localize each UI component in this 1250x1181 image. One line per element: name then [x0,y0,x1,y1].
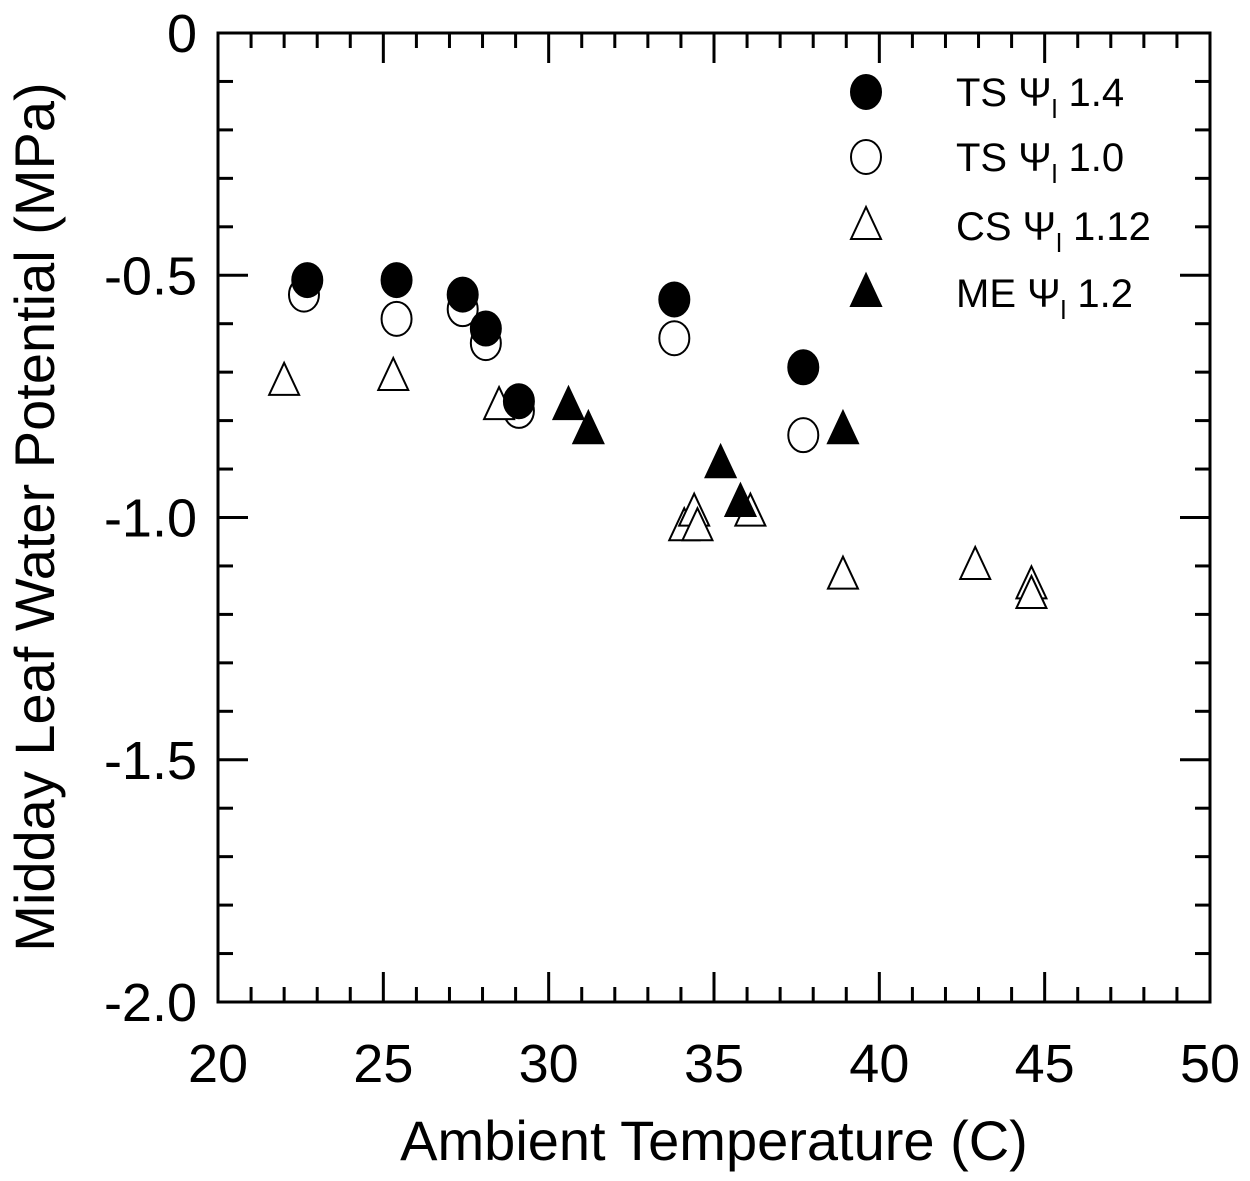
data-point [658,320,691,357]
data-point [502,383,535,420]
data-point [958,544,992,580]
data-point [380,262,413,299]
x-tick-label: 45 [1015,1034,1075,1094]
data-point [658,281,691,318]
legend-label: TS Ψl 1.0 [956,136,1124,189]
y-tick-label: 0 [167,4,197,64]
data-point [446,276,479,313]
tick-labels: 20 25 30 35 40 45 50 0 -0.5 -1.0 -1.5 -2.0 [104,4,1240,1094]
data-point [704,442,738,479]
data-point [267,360,301,396]
x-tick-label: 25 [353,1034,413,1094]
data-point [787,417,820,454]
axis-ticks [216,31,1212,1004]
x-axis-title: Ambient Temperature (C) [400,1109,1028,1172]
data-point [571,408,605,445]
x-tick-label: 50 [1180,1034,1240,1094]
x-tick-label: 20 [188,1034,248,1094]
data-point [469,310,502,347]
data-point [826,554,860,590]
y-tick-label: -0.5 [104,246,197,306]
data-point [551,384,586,421]
x-tick-label: 35 [684,1034,744,1094]
data-point [723,481,758,517]
legend-marker [849,204,883,240]
y-tick-label: -1.5 [104,731,197,791]
data-points [267,262,1049,610]
legend-label: TS Ψl 1.4 [956,71,1124,124]
x-tick-label: 30 [519,1034,579,1094]
legend: TS Ψl 1.4 TS Ψl 1.0 CS Ψl 1.12 ME Ψl 1.2 [849,71,1151,325]
data-point [380,300,413,337]
y-tick-label: -1.0 [104,489,197,549]
data-point [291,262,324,299]
y-axis-title: Midday Leaf Water Potential (MPa) [3,82,66,951]
legend-marker [850,74,882,110]
y-tick-label: -2.0 [104,973,197,1033]
data-point [826,408,860,445]
legend-marker [850,139,882,175]
data-point [376,355,410,391]
legend-marker [849,271,883,307]
legend-label: ME Ψl 1.2 [956,272,1133,325]
data-point [680,505,715,542]
data-point [787,349,820,386]
legend-label: CS Ψl 1.12 [956,205,1151,258]
data-point [1014,573,1049,610]
x-tick-label: 40 [849,1034,909,1094]
